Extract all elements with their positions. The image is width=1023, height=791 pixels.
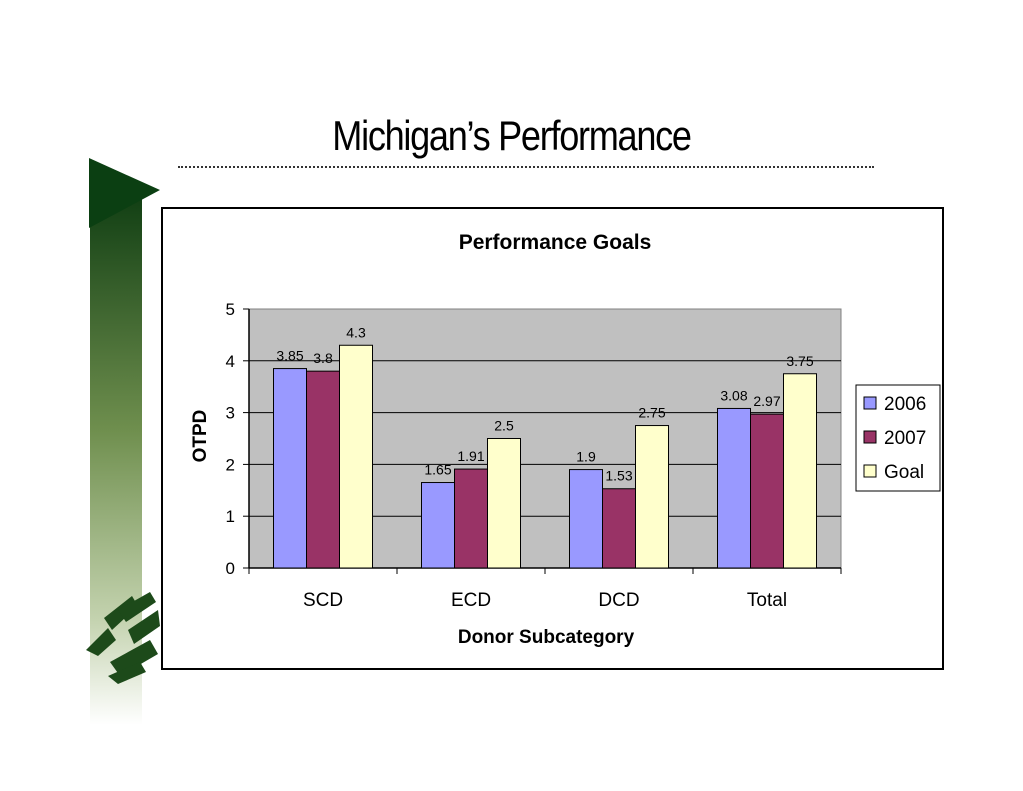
- bar: [635, 425, 669, 569]
- x-axis-title: Donor Subcategory: [458, 627, 635, 648]
- legend-swatch: [863, 464, 877, 478]
- bar: [487, 438, 521, 569]
- bar: [339, 344, 373, 569]
- bar: [569, 469, 603, 569]
- bar: [602, 488, 636, 569]
- y-tick-label: 5: [226, 300, 235, 319]
- bar: [421, 482, 455, 569]
- legend: 2006 2007 Goal: [855, 384, 941, 492]
- y-tick-label: 3: [226, 404, 235, 423]
- data-label: 1.65: [424, 462, 451, 478]
- legend-label: Goal: [884, 462, 924, 483]
- legend-label: 2006: [884, 394, 926, 415]
- bar: [783, 373, 817, 569]
- legend-swatch: [863, 396, 877, 410]
- y-tick-label: 4: [226, 352, 235, 371]
- data-label: 2.97: [753, 393, 780, 409]
- data-label: 1.9: [576, 449, 596, 465]
- data-label: 2.75: [638, 405, 665, 421]
- data-label: 3.75: [786, 353, 813, 369]
- y-axis-title: OTPD: [190, 410, 211, 463]
- x-tick-label: SCD: [303, 590, 343, 611]
- plot-area: 0 1 2 3 4 5 SCD ECD DCD Total 3.85 3.8 4.3 1.65 1.91 2.…: [226, 300, 842, 611]
- data-label: 1.53: [605, 468, 632, 484]
- legend-label: 2007: [884, 428, 926, 449]
- data-label: 3.85: [276, 348, 303, 364]
- data-label: 2.5: [494, 418, 514, 434]
- arrow-tip-icon: [89, 158, 160, 228]
- bar: [306, 370, 340, 569]
- x-tick-label: DCD: [598, 590, 639, 611]
- performance-chart: Performance Goals 0 1 2 3 4 5 SCD ECD DCD Total 3.…: [190, 231, 941, 648]
- hands-logo-icon: [86, 592, 160, 684]
- chart-title: Performance Goals: [459, 231, 652, 254]
- y-tick-label: 1: [226, 507, 235, 526]
- y-tick-label: 0: [226, 559, 235, 578]
- x-tick-label: ECD: [451, 590, 491, 611]
- chart-frame: Performance Goals 0 1 2 3 4 5 SCD ECD DCD Total 3.…: [161, 207, 944, 670]
- bar: [454, 468, 488, 569]
- data-label: 3.8: [313, 350, 333, 366]
- x-tick-label: Total: [747, 590, 787, 611]
- data-label: 4.3: [346, 324, 366, 340]
- legend-swatch: [863, 430, 877, 444]
- slide-title: Michigan’s Performance: [332, 112, 692, 159]
- title-divider: [178, 166, 874, 168]
- bar: [273, 368, 307, 569]
- data-label: 3.08: [720, 387, 747, 403]
- bar: [717, 407, 751, 569]
- data-label: 1.91: [457, 448, 484, 464]
- bar: [750, 413, 784, 569]
- y-tick-label: 2: [226, 455, 235, 474]
